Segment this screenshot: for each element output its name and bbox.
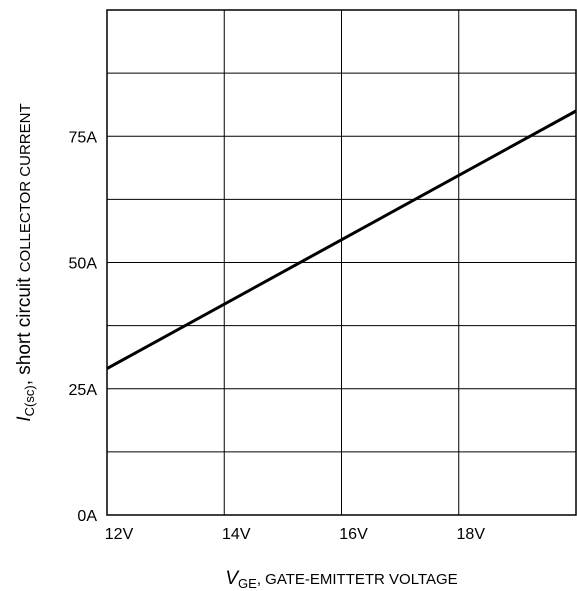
y-tick-label: 0A <box>77 508 97 525</box>
y-tick-label: 25A <box>69 382 98 399</box>
plot-frame <box>106 9 577 516</box>
x-tick-label: 16V <box>339 526 368 543</box>
x-tick-labels: 12V 14V 16V 18V <box>105 526 486 543</box>
grid-lines <box>107 10 576 515</box>
y-tick-labels: 0A 25A 50A 75A <box>69 129 98 525</box>
x-tick-label: 18V <box>457 526 486 543</box>
x-axis-title: VGE, GATE-EMITTETR VOLTAGE <box>225 568 457 591</box>
y-tick-label: 75A <box>69 129 98 146</box>
y-tick-label: 50A <box>69 256 98 273</box>
series-group <box>106 109 577 370</box>
x-tick-label: 14V <box>222 526 251 543</box>
series-line <box>106 109 577 370</box>
x-tick-label: 12V <box>105 526 134 543</box>
y-axis-title: IC(sc), short circuit COLLECTOR CURRENT <box>14 103 37 421</box>
